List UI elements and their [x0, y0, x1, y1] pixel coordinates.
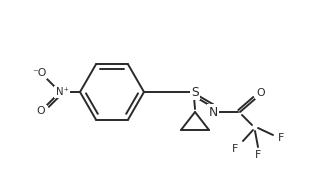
Text: F: F [232, 144, 238, 154]
Text: S: S [191, 86, 199, 98]
Text: F: F [255, 150, 261, 160]
Text: N: N [208, 105, 218, 119]
Text: N⁺: N⁺ [56, 87, 69, 97]
Text: O: O [257, 88, 265, 98]
Text: O: O [37, 106, 45, 116]
Text: ⁻O: ⁻O [32, 68, 46, 78]
Text: F: F [278, 133, 284, 143]
